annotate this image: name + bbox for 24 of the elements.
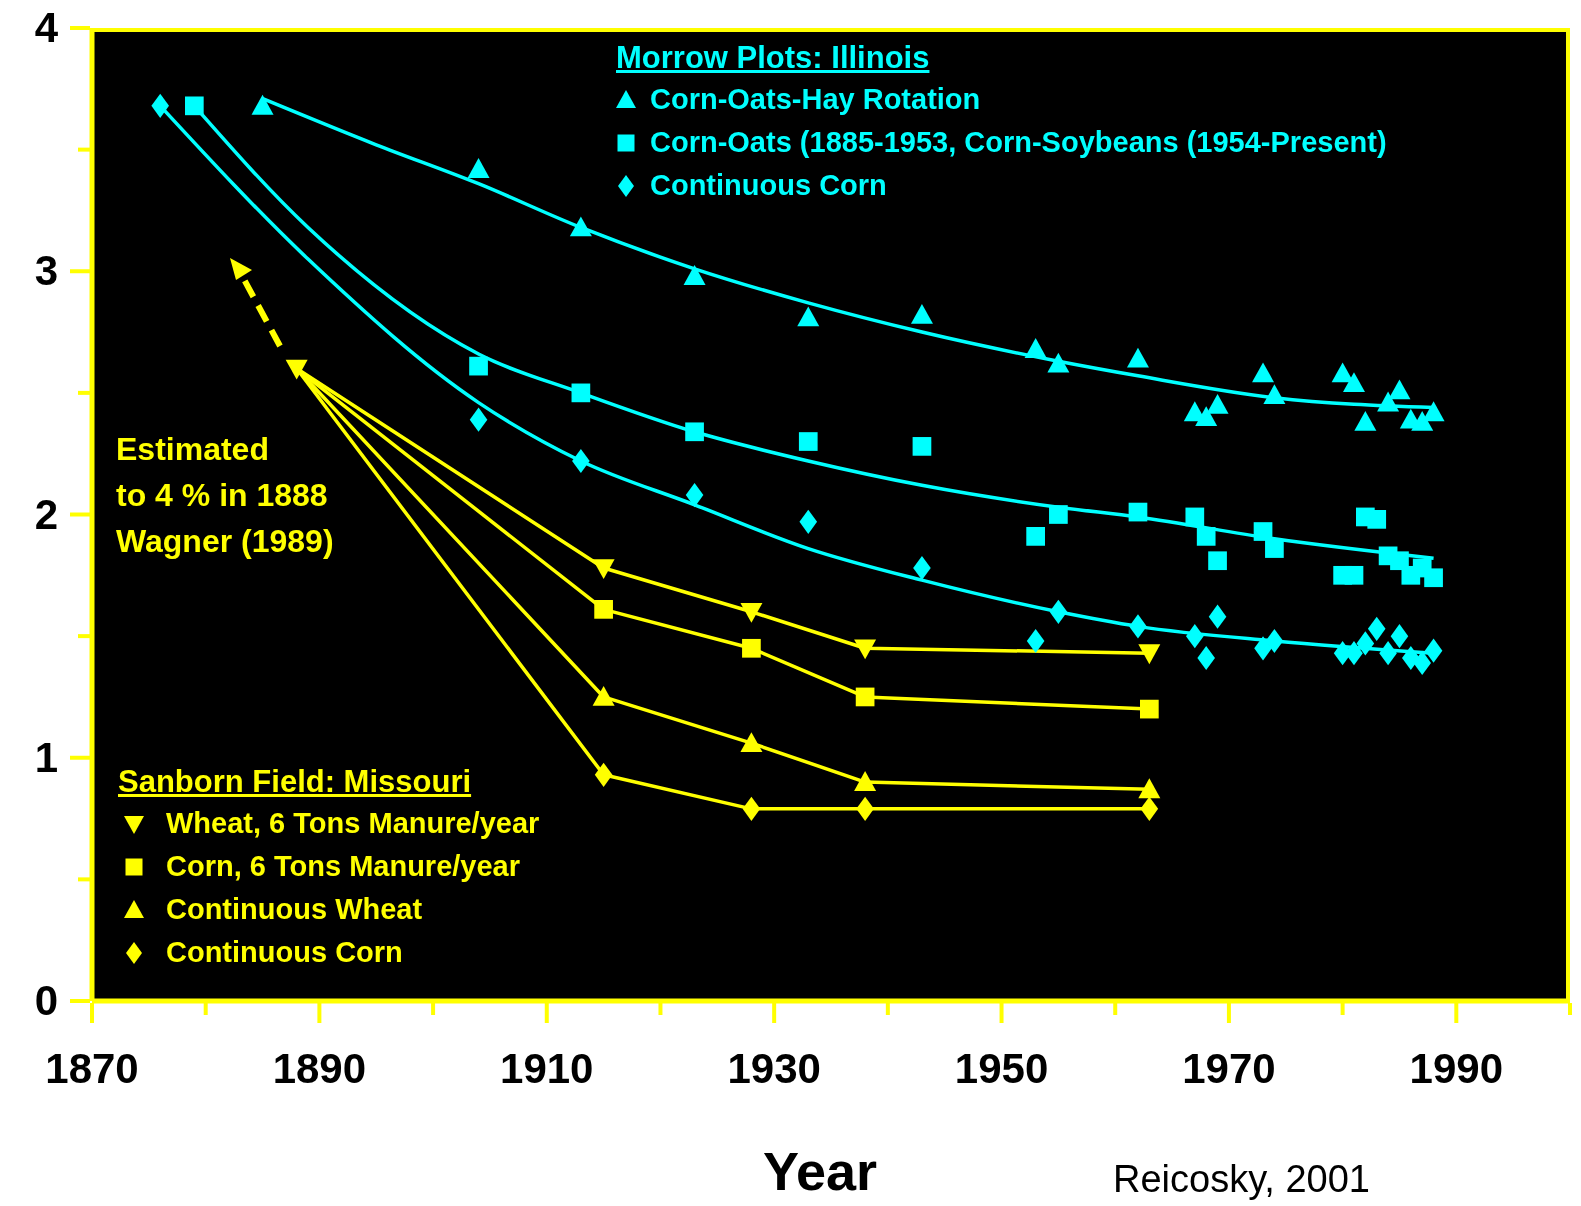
legend-label: Continuous Corn [166,936,403,969]
y-tick-label: 3 [34,247,58,295]
legend-label: Wheat, 6 Tons Manure/year [166,807,540,840]
legend-label: Corn-Oats-Hay Rotation [650,83,981,116]
legend-label: Continuous Wheat [166,893,423,926]
annotation: Sanborn Field: Missouri [118,763,473,801]
text: Reicosky, 2001 [1113,1158,1370,1201]
x-tick-label: 1930 [727,1045,821,1092]
y-tick-label: 1 [34,733,58,781]
x-tick-label: 1890 [272,1045,367,1092]
x-tick-label: 1990 [1409,1045,1504,1092]
y-tick-label: 2 [34,490,58,538]
x-axis-title: Year [761,1140,879,1202]
y-tick-label: 4 [34,4,59,51]
annotation: Estimated to 4 % in 1888 Wagner (1989) [116,430,334,561]
y-tick-label: 0 [34,977,58,1024]
x-tick-label: 1870 [45,1045,139,1092]
annotation: Morrow Plots: Illinois [616,39,931,77]
legend-label: Corn, 6 Tons Manure/year [166,850,520,883]
x-tick-label: 1950 [954,1045,1049,1092]
x-tick-label: 1970 [1182,1045,1276,1092]
legend-label: Continuous Corn [650,169,887,202]
legend-label: Corn-Oats (1885-1953, Corn-Soybeans (1954-Present) [650,126,1387,159]
x-tick-label: 1910 [500,1045,594,1092]
